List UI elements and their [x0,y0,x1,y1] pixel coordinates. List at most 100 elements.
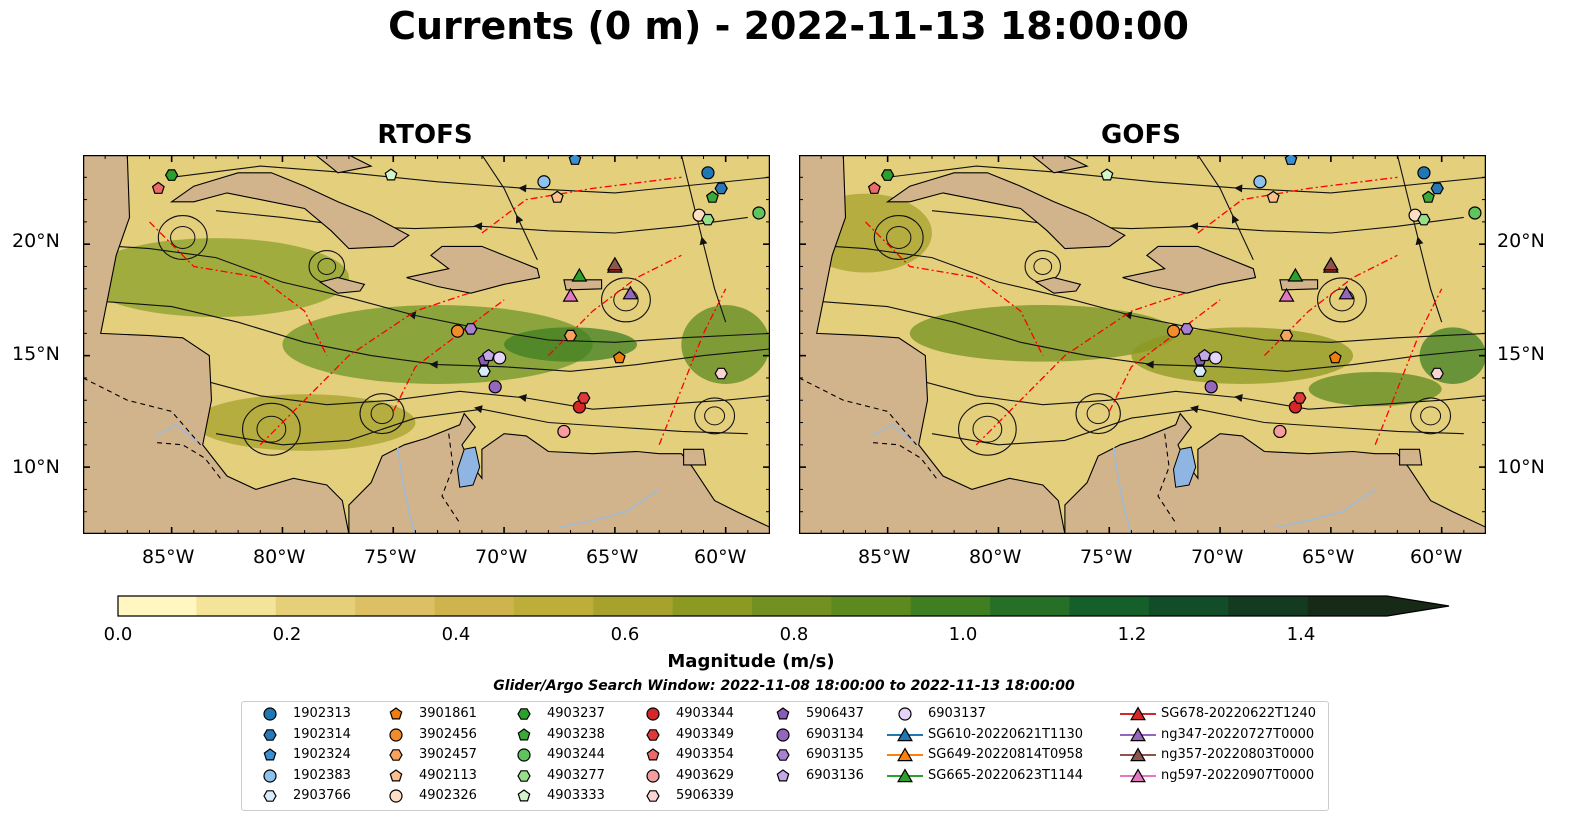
eez-boundary-line [149,221,328,356]
lake-maracaibo [1172,446,1197,488]
circle-marker-icon [389,727,403,742]
triangle-marker-icon [1120,706,1156,721]
platform-marker [493,351,507,365]
river-line [396,446,417,534]
current-magnitude-patch [83,238,349,318]
river-line [1112,446,1133,534]
land-cuba [885,172,1126,250]
legend-label: 5906339 [676,788,734,804]
legend-label: SG678-20220622T1240 [1161,706,1317,721]
platform-marker [450,324,465,338]
legend-marker [897,768,913,782]
hexagon-marker-icon [263,728,277,741]
streamline [83,243,770,343]
river-line [559,488,660,529]
legend-label: 6903134 [806,726,864,742]
platform-marker [752,206,766,220]
eddy-streamline [317,257,337,275]
colorbar-extend-arrow [1307,596,1449,616]
streamline-arrow [1123,311,1133,320]
legend-marker [646,728,660,741]
streamline-arrow [1145,360,1154,369]
land-hispaniola [1122,245,1257,294]
circle-marker-icon [517,748,531,762]
legend-marker [1130,726,1146,741]
platform-marker [1180,323,1194,335]
river-line [1275,488,1376,529]
legend-marker [263,769,277,783]
legend-label: 4902113 [419,767,477,783]
hexagon-marker-icon [646,728,660,741]
platform-marker [477,365,491,377]
platform-marker [164,169,179,181]
platform-marker [1166,324,1181,338]
legend-marker [898,707,912,721]
land-south-america [348,412,770,534]
platform-marker [1193,365,1207,377]
legend-label: 1902383 [293,767,351,783]
legend-marker [517,789,531,802]
legend-marker [389,789,403,803]
legend-marker [776,769,790,782]
eddy-streamline [170,226,196,249]
pentagon-marker-icon [389,707,403,720]
legend-label: 1902313 [293,706,351,721]
platform-marker [577,392,591,404]
eddy-streamline [886,226,912,249]
legend-label: 4903354 [676,747,734,763]
current-magnitude-patch [193,394,416,451]
colorbar-segment [275,596,356,616]
lon-tick-label: 65°W [1302,546,1355,568]
legend-marker [646,769,660,783]
legend-label: 4903344 [676,706,734,721]
country-border [441,433,461,524]
colorbar-tick-label: 1.2 [1117,624,1147,645]
colorbar-tick-label: 0.4 [441,624,471,645]
circle-marker-icon [263,707,277,721]
platform-marker [1417,213,1431,226]
colorbar-tick-label: 0.8 [779,624,809,645]
lake-nicaragua-outline [871,423,917,446]
circle-marker-icon [646,769,660,783]
land-yucatan-central-america [799,155,1066,534]
colorbar-segment [593,596,674,616]
legend-label: 3902457 [419,747,477,763]
lat-tick-label-left: 10°N [12,456,60,478]
streamline [931,408,1464,446]
platform-marker [1293,392,1307,404]
hexagon-marker-icon [776,749,790,761]
platform-marker [867,181,881,194]
legend-marker [517,727,531,741]
land-south-america [1064,412,1486,534]
platform-marker [464,323,478,335]
circle-marker-icon [898,707,912,721]
streamline [215,210,748,234]
platform-marker [1287,267,1304,282]
legend-marker [646,707,660,721]
colorbar-tick-label: 0.6 [610,624,640,645]
land-puerto-rico [1279,279,1319,291]
pentagon-marker-icon [646,748,660,761]
panel-title-gofs: GOFS [1101,120,1181,150]
lat-tick-label-left: 20°N [12,230,60,252]
platform-marker [550,190,564,203]
current-magnitude-patch [681,305,770,384]
platform-marker [1338,285,1355,300]
eez-boundary-line [481,176,682,234]
platform-marker [1273,424,1287,439]
legend-marker [389,769,403,782]
legend-label: 6903137 [928,706,986,721]
current-magnitude-patch [909,305,1176,362]
legend-label: 3901861 [419,706,477,721]
platform-marker [622,285,639,300]
lake-nicaragua-outline [155,423,201,446]
eez-boundary-line [975,288,1199,446]
platform-marker [563,329,578,342]
legend-label: 2903766 [293,788,351,804]
current-magnitude-patch [1308,371,1442,407]
platform-marker [488,380,502,394]
lon-tick-label: 65°W [586,546,639,568]
eddy-streamline [157,214,208,260]
pentagon-marker-icon [776,769,790,782]
lon-tick-label: 75°W [1080,546,1133,568]
